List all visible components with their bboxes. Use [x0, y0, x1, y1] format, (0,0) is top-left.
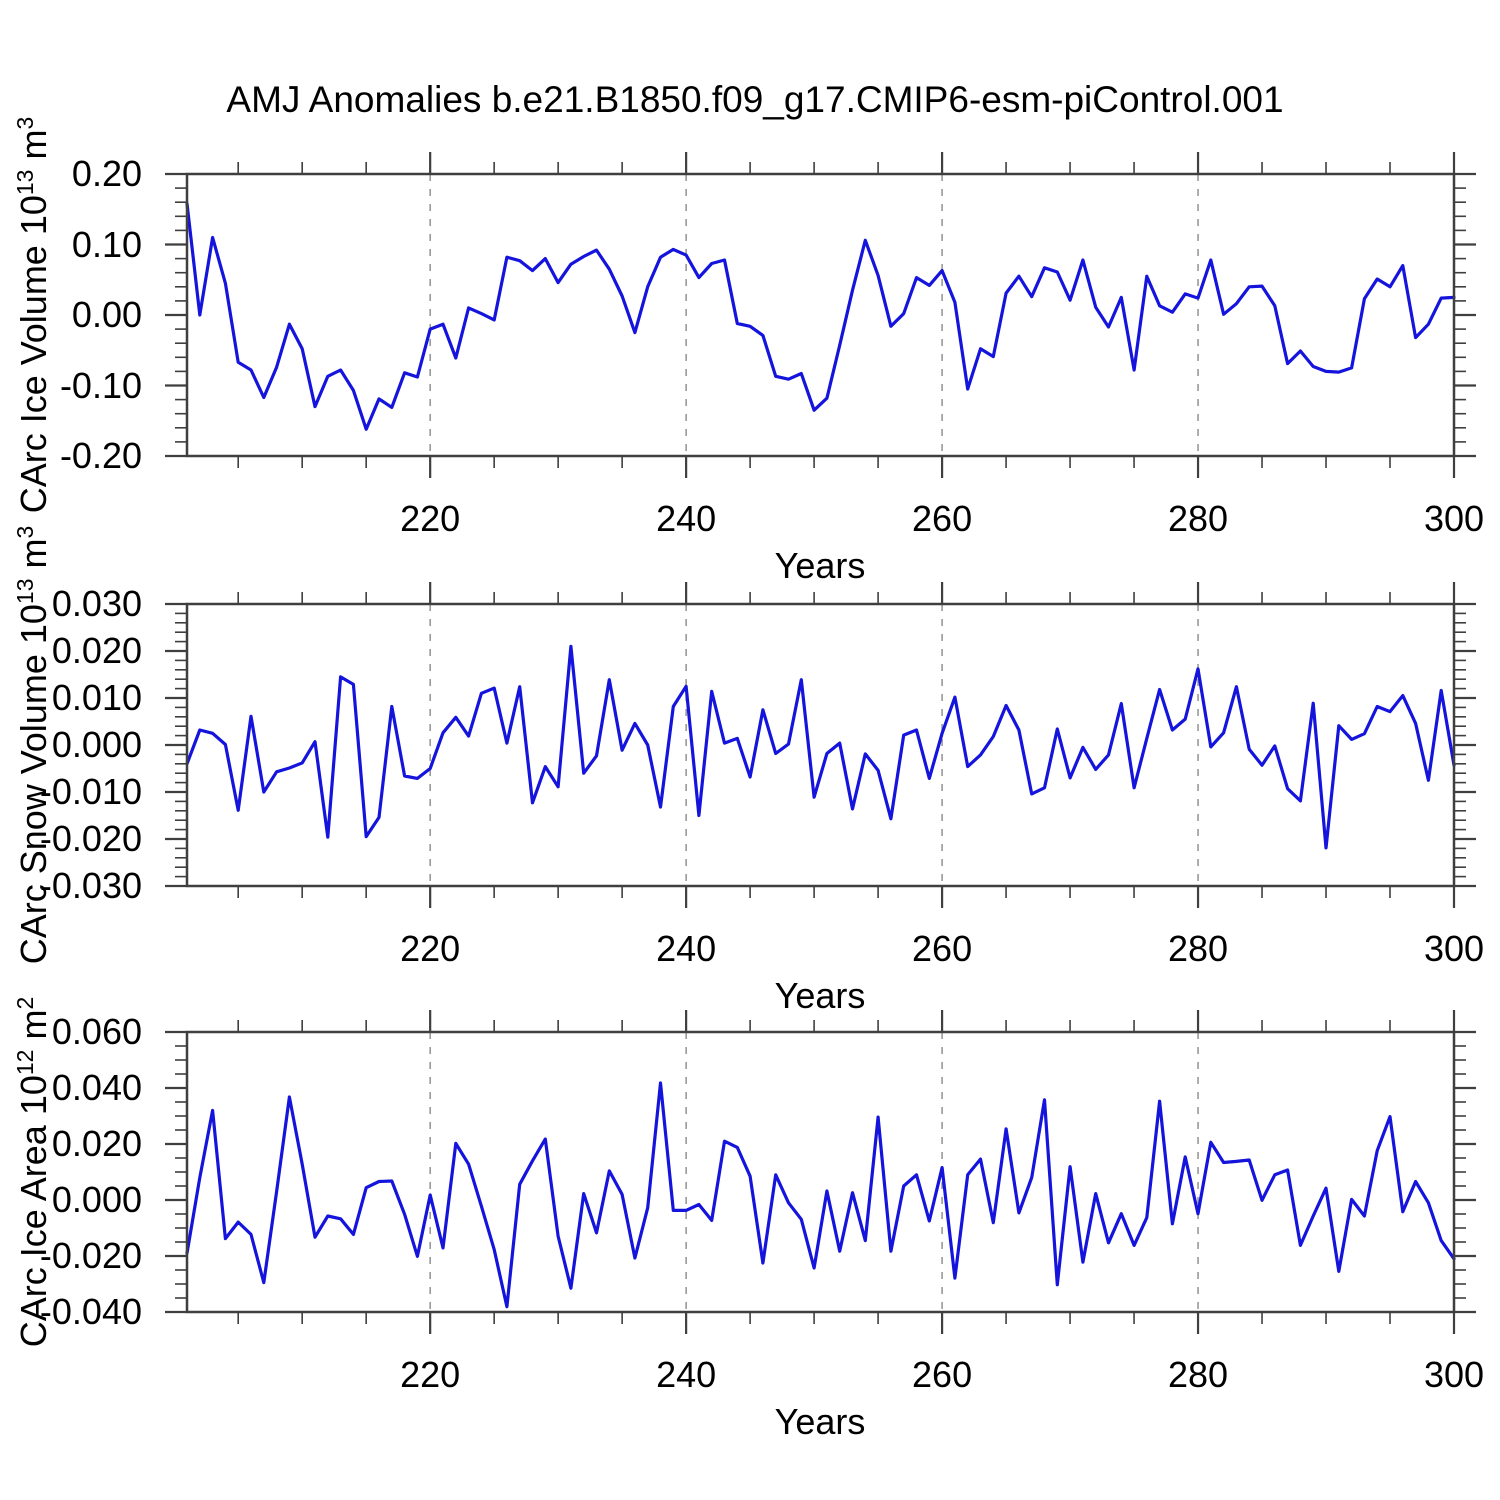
y-tick-label: -0.030 — [39, 865, 142, 906]
y-axis-title-unit: m — [13, 1009, 54, 1050]
x-axis-title: Years — [774, 1401, 866, 1442]
y-axis-title-unit-exponent: 2 — [12, 996, 38, 1010]
y-axis-title-exponent: 12 — [12, 1049, 38, 1076]
y-tick-label: 0.040 — [51, 1067, 142, 1108]
y-axis-title-unit: m — [13, 538, 54, 579]
x-tick-label: 220 — [400, 1354, 461, 1395]
x-tick-label: 280 — [1167, 1354, 1229, 1395]
y-tick-label: -0.020 — [39, 818, 142, 859]
x-axis-title: Years — [774, 545, 866, 586]
y-axis-title-unit-exponent: 3 — [12, 525, 38, 539]
x-tick-label: 300 — [1423, 498, 1485, 539]
x-tick-label: 240 — [656, 1354, 717, 1395]
x-tick-label: 260 — [912, 1354, 973, 1395]
y-tick-label: 0.00 — [71, 294, 142, 335]
y-axis-title-exponent: 13 — [12, 578, 38, 605]
y-axis-title-exponent: 13 — [12, 169, 38, 196]
series-carc-snow-volume — [185, 644, 1456, 850]
y-tick-label: 0.020 — [51, 1123, 142, 1164]
y-tick-label: -0.020 — [39, 1235, 142, 1276]
y-tick-label: 0.20 — [71, 153, 142, 194]
y-axis-title-text: CArc Ice Volume 10 — [13, 195, 54, 514]
y-axis-title-unit-exponent: 3 — [12, 116, 38, 130]
x-tick-label: 260 — [912, 928, 973, 969]
y-axis-title-unit: m — [13, 129, 54, 170]
y-tick-label: -0.10 — [59, 364, 142, 406]
x-tick-label: 220 — [400, 498, 461, 539]
y-tick-label: 0.10 — [71, 223, 142, 265]
panel-carc-snow-volume — [165, 582, 1476, 908]
y-tick-label: -0.040 — [39, 1291, 142, 1332]
y-axis-title-ice-volume: CArc Ice Volume 1013 m3 — [12, 116, 55, 514]
y-tick-label: -0.010 — [39, 771, 142, 812]
y-tick-label: 0.020 — [51, 630, 142, 671]
series-carc-ice-volume — [185, 202, 1456, 431]
y-tick-label: 0.030 — [51, 583, 142, 624]
y-tick-label: 0.000 — [51, 1179, 142, 1220]
x-tick-label: 280 — [1167, 928, 1229, 969]
x-tick-label: 220 — [400, 928, 461, 969]
y-tick-label: 0.010 — [51, 677, 142, 718]
x-tick-label: 300 — [1423, 1354, 1485, 1395]
x-tick-label: 280 — [1167, 498, 1229, 539]
series-carc-ice-area — [185, 1081, 1456, 1309]
x-tick-label: 240 — [656, 498, 717, 539]
x-axis-title: Years — [774, 975, 866, 1016]
x-tick-label: 300 — [1423, 928, 1485, 969]
panel-carc-ice-area — [165, 1010, 1476, 1334]
y-tick-label: 0.000 — [51, 724, 142, 765]
x-tick-label: 240 — [656, 928, 717, 969]
y-tick-label: -0.20 — [59, 435, 142, 476]
x-tick-label: 260 — [912, 498, 973, 539]
y-tick-label: 0.060 — [51, 1011, 142, 1052]
panel-carc-ice-volume — [165, 152, 1476, 478]
chart-title: AMJ Anomalies b.e21.B1850.f09_g17.CMIP6-… — [226, 79, 1284, 120]
